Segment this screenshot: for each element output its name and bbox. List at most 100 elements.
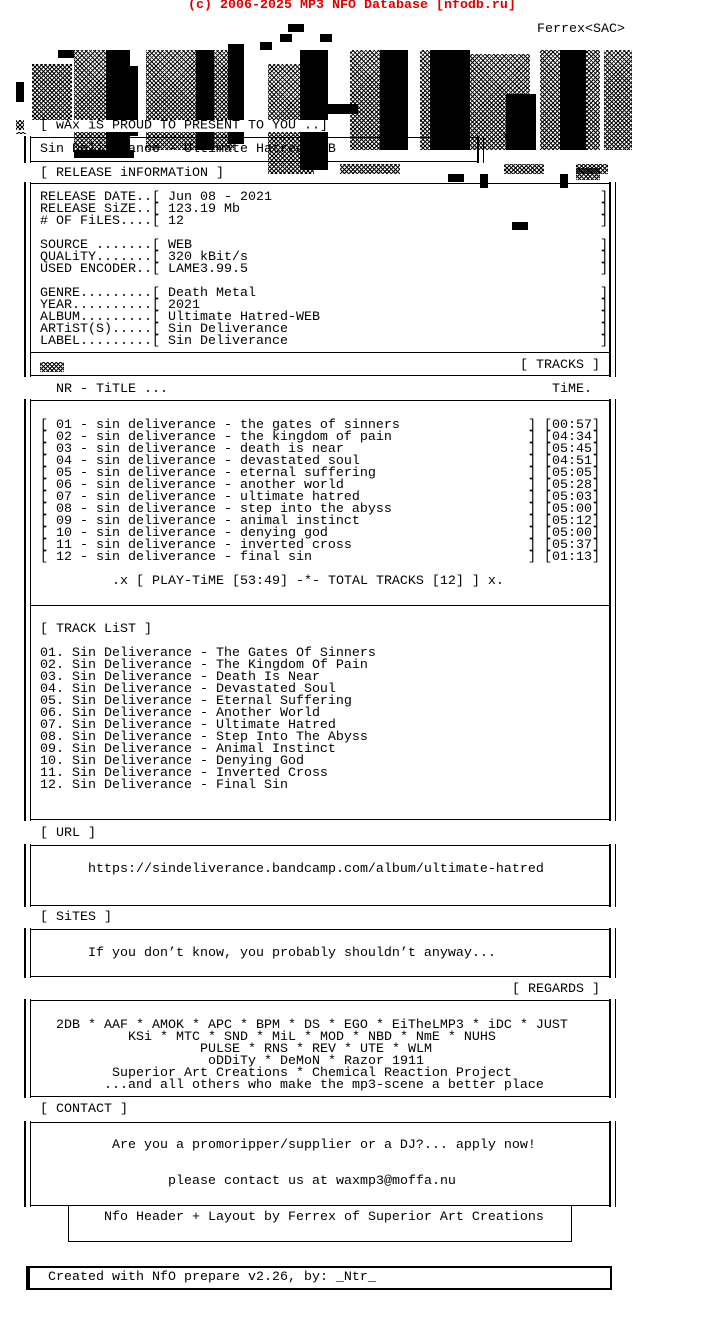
info-close-bracket: ] xyxy=(600,202,608,217)
contact-box xyxy=(24,1121,616,1207)
track-time: ] [05:00] xyxy=(528,526,600,541)
created-with: Created with NfO prepare v2.26, by: _Ntr… xyxy=(48,1270,376,1285)
info-close-bracket: ] xyxy=(600,334,608,349)
wax-badge: wAx! xyxy=(504,130,536,145)
info-close-bracket: ] xyxy=(600,298,608,313)
tracklist-item: 07. Sin Deliverance - Ultimate Hatred xyxy=(40,718,336,733)
info-label: USED ENCODER..[ xyxy=(40,262,160,277)
release-info-heading: [ RELEASE iNFORMATiON ] xyxy=(40,166,224,181)
tracks-heading: [ TRACKS ] xyxy=(520,358,600,373)
info-value: Sin Deliverance xyxy=(168,334,288,349)
track-time: ] [04:51] xyxy=(528,454,600,469)
tracklist-item: 09. Sin Deliverance - Animal Instinct xyxy=(40,742,336,757)
track-time: ] [05:28] xyxy=(528,478,600,493)
info-value: 12 xyxy=(168,214,184,229)
sites-text: If you don’t know, you probably shouldn’… xyxy=(88,946,496,961)
contact-heading: [ CONTACT ] xyxy=(40,1102,128,1117)
created-box xyxy=(26,1266,612,1290)
info-close-bracket: ] xyxy=(600,262,608,277)
tracklist-item: 10. Sin Deliverance - Denying God xyxy=(40,754,304,769)
regards-line: 2DB * AAF * AMOK * APC * BPM * DS * EGO … xyxy=(56,1018,568,1033)
dither-decor xyxy=(576,168,600,180)
info-label: YEAR..........[ xyxy=(40,298,160,313)
regards-line: oDDiTy * DeMoN * Razor 1911 xyxy=(208,1054,424,1069)
track-row: [ 11 - sin deliverance - inverted cross xyxy=(40,538,352,553)
track-row: [ 05 - sin deliverance - eternal sufferi… xyxy=(40,466,376,481)
tracklist-heading: [ TRACK LiST ] xyxy=(40,622,152,637)
regards-heading: [ REGARDS ] xyxy=(512,982,600,997)
tracklist-item: 11. Sin Deliverance - Inverted Cross xyxy=(40,766,328,781)
info-close-bracket: ] xyxy=(600,238,608,253)
info-label: GENRE.........[ xyxy=(40,286,160,301)
info-value: 320 kBit/s xyxy=(168,250,248,265)
playtime-summary: .x [ PLAY-TiME [53:49] -*- TOTAL TRACKS … xyxy=(112,574,504,589)
col-time-header: TiME. xyxy=(552,382,592,397)
track-row: [ 06 - sin deliverance - another world xyxy=(40,478,344,493)
layout-credit: Nfo Header + Layout by Ferrex of Superio… xyxy=(104,1210,544,1225)
info-value: Sin Deliverance xyxy=(168,322,288,337)
tracklist-item: 06. Sin Deliverance - Another World xyxy=(40,706,320,721)
track-row: [ 10 - sin deliverance - denying god xyxy=(40,526,328,541)
regards-line: Superior Art Creations * Chemical Reacti… xyxy=(112,1066,512,1081)
tracklist-item: 08. Sin Deliverance - Step Into The Abys… xyxy=(40,730,368,745)
info-close-bracket: ] xyxy=(600,250,608,265)
info-close-bracket: ] xyxy=(600,310,608,325)
sites-box xyxy=(24,928,616,978)
info-close-bracket: ] xyxy=(600,190,608,205)
track-row: [ 04 - sin deliverance - devastated soul xyxy=(40,454,360,469)
info-close-bracket: ] xyxy=(600,214,608,229)
track-row: [ 08 - sin deliverance - step into the a… xyxy=(40,502,392,517)
credits-box xyxy=(68,1206,572,1242)
release-info-box xyxy=(24,182,616,377)
track-row: [ 02 - sin deliverance - the kingdom of … xyxy=(40,430,392,445)
info-close-bracket: ] xyxy=(600,286,608,301)
track-row: [ 07 - sin deliverance - ultimate hatred xyxy=(40,490,360,505)
info-value: LAME3.99.5 xyxy=(168,262,248,277)
album-url-link[interactable]: https://sindeliverance.bandcamp.com/albu… xyxy=(88,862,544,877)
tracklist-item: 02. Sin Deliverance - The Kingdom Of Pai… xyxy=(40,658,368,673)
info-label: LABEL.........[ xyxy=(40,334,160,349)
tracklist-item: 05. Sin Deliverance - Eternal Suffering xyxy=(40,694,352,709)
info-label: SOURCE .......[ xyxy=(40,238,160,253)
release-title: Sin Deliverance - Ultimate Hatred-WEB xyxy=(40,142,336,157)
track-time: ] [04:34] xyxy=(528,430,600,445)
track-time: ] [01:13] xyxy=(528,550,600,565)
track-time: ] [05:00] xyxy=(528,502,600,517)
info-value: 2021 xyxy=(168,298,200,313)
track-time: ] [05:37] xyxy=(528,538,600,553)
tracks-box xyxy=(24,399,616,821)
tracklist-item: 01. Sin Deliverance - The Gates Of Sinne… xyxy=(40,646,376,661)
track-row: [ 12 - sin deliverance - final sin xyxy=(40,550,312,565)
regards-box xyxy=(24,999,616,1098)
tracklist-item: 12. Sin Deliverance - Final Sin xyxy=(40,778,288,793)
contact-apply-text: Are you a promoripper/supplier or a DJ?.… xyxy=(112,1138,536,1153)
regards-line: ...and all others who make the mp3-scene… xyxy=(104,1078,544,1093)
regards-line: KSi * MTC * SND * MiL * MOD * NBD * NmE … xyxy=(128,1030,496,1045)
tracklist-item: 04. Sin Deliverance - Devastated Soul xyxy=(40,682,336,697)
info-label: RELEASE DATE..[ xyxy=(40,190,160,205)
track-time: ] [05:45] xyxy=(528,442,600,457)
divider xyxy=(30,352,610,353)
title-box xyxy=(24,136,484,163)
dither-decor xyxy=(40,362,64,372)
contact-email[interactable]: please contact us at waxmp3@moffa.nu xyxy=(168,1174,456,1189)
url-heading: [ URL ] xyxy=(40,826,96,841)
track-time: ] [00:57] xyxy=(528,418,600,433)
intro-text: [ wAx iS PROUD TO PRESENT TO YOU ..] xyxy=(16,119,328,133)
track-row: [ 03 - sin deliverance - death is near xyxy=(40,442,344,457)
tracklist-item: 03. Sin Deliverance - Death Is Near xyxy=(40,670,320,685)
info-label: QUALiTY.......[ xyxy=(40,250,160,265)
track-time: ] [05:12] xyxy=(528,514,600,529)
info-label: ARTiST(S).....[ xyxy=(40,322,160,337)
info-value: Jun 08 - 2021 xyxy=(168,190,272,205)
divider xyxy=(30,605,610,606)
regards-line: PULSE * RNS * REV * UTE * WLM xyxy=(200,1042,432,1057)
artist-tag: Ferrex<SAC> xyxy=(537,22,625,37)
copyright-link[interactable]: (c) 2006-2025 MP3 NFO Database [nfodb.ru… xyxy=(188,0,516,13)
info-value: Death Metal xyxy=(168,286,256,301)
url-box xyxy=(24,844,616,907)
sites-heading: [ SiTES ] xyxy=(40,910,112,925)
info-value: Ultimate Hatred-WEB xyxy=(168,310,320,325)
track-row: [ 01 - sin deliverance - the gates of si… xyxy=(40,418,400,433)
col-title-header: NR - TiTLE ... xyxy=(56,382,168,397)
